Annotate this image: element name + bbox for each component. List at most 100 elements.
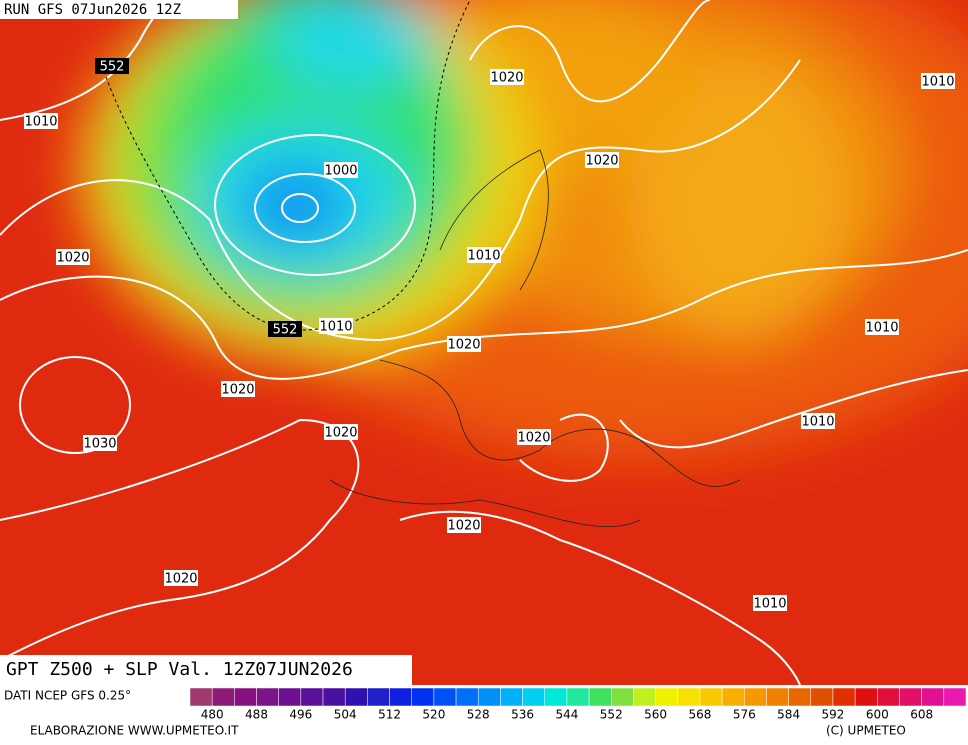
label-box: [753, 595, 787, 611]
color-swatch: [455, 687, 479, 707]
color-swatch: [278, 687, 302, 707]
colorbar-tick-label: 480: [201, 708, 224, 722]
colorbar-tick-label: 504: [334, 708, 357, 722]
contour-label: 1020: [56, 251, 89, 266]
contour-label: 1020: [324, 426, 357, 441]
contour-label: 1020: [517, 431, 550, 446]
colorbar-tick-label: 520: [422, 708, 445, 722]
colorbar-tick-label: 496: [289, 708, 312, 722]
contour-label: 1010: [319, 320, 352, 335]
color-swatch: [611, 687, 634, 707]
contour-label: 1000: [324, 164, 357, 179]
label-box: [921, 73, 955, 89]
color-swatch: [677, 687, 701, 707]
label-box: [164, 570, 198, 586]
color-swatch: [522, 687, 545, 707]
color-swatch: [322, 687, 346, 707]
label-box: [467, 247, 501, 263]
color-swatch: [899, 687, 922, 707]
label-box: [24, 113, 58, 129]
colorbar-tick-label: 608: [910, 708, 933, 722]
color-swatch: [433, 687, 457, 707]
label-box: [801, 413, 835, 429]
color-swatch: [854, 687, 878, 707]
color-swatch: [300, 687, 324, 707]
contour-label: 552: [100, 60, 125, 75]
colorbar-tick-label: 536: [511, 708, 534, 722]
colorbar-tick-label: 552: [600, 708, 623, 722]
label-box: [324, 424, 358, 440]
color-swatch: [810, 687, 834, 707]
map-title: GPT Z500 + SLP Val. 12Z07JUN2026: [6, 659, 353, 680]
color-swatch: [411, 687, 435, 707]
color-swatch: [633, 687, 656, 707]
credit: ELABORAZIONE WWW.UPMETEO.IT: [30, 724, 239, 738]
color-swatch: [877, 687, 900, 707]
color-swatch: [344, 687, 368, 707]
label-box: [83, 435, 117, 451]
label-box: [319, 318, 353, 334]
color-swatch: [389, 687, 412, 707]
label-box: [324, 162, 358, 178]
contour-label: 1010: [24, 115, 57, 130]
label-box: [585, 152, 619, 168]
isobars: [0, 0, 968, 685]
colorbar-tick-label: 600: [866, 708, 889, 722]
colorbar-tick-label: 488: [245, 708, 268, 722]
coastlines: [329, 149, 741, 528]
color-swatch: [788, 687, 812, 707]
color-swatch: [500, 687, 523, 707]
color-swatch: [234, 687, 257, 707]
color-swatch: [189, 687, 213, 707]
colorbar-tick-label: 528: [467, 708, 490, 722]
color-swatch: [943, 687, 967, 707]
colorbar-tick-label: 512: [378, 708, 401, 722]
source: DATI NCEP GFS 0.25°: [4, 689, 131, 703]
colorbar-tick-label: 592: [822, 708, 845, 722]
contour-label: 1010: [801, 415, 834, 430]
color-swatch: [699, 687, 723, 707]
contour-label: 1010: [467, 249, 500, 264]
color-swatch: [588, 687, 612, 707]
color-swatch: [211, 687, 235, 707]
contour-labels: 552 1010 1020 1010 1000 1020 1020 1010 552 1010 10…: [24, 58, 955, 612]
field: [80, 0, 968, 460]
colorbar-tick-label: 544: [555, 708, 578, 722]
contour-label: 1020: [164, 572, 197, 587]
color-swatch: [832, 687, 856, 707]
run-label: RUN GFS 07Jun2026 12Z: [4, 2, 181, 18]
label-box: [447, 336, 481, 352]
color-swatch: [921, 687, 945, 707]
label-box: [490, 69, 524, 85]
colorbar-tick-label: 576: [733, 708, 756, 722]
colorbar: 480 488 496 504 512 520 528 536 544 552 560 568 576 5…: [189, 687, 967, 722]
label-box: [447, 517, 481, 533]
color-swatch: [744, 687, 767, 707]
label-box: [517, 429, 551, 445]
contour-label: 552: [273, 323, 298, 338]
colorbar-tick-label: 560: [644, 708, 667, 722]
contour-label: 1010: [865, 321, 898, 336]
title-box: [0, 655, 412, 685]
color-swatch: [256, 687, 279, 707]
map: 552 1010 1020 1010 1000 1020 1020 1010 552 1010 10…: [0, 0, 968, 685]
color-swatch: [566, 687, 590, 707]
colorbar-tick-label: 568: [688, 708, 711, 722]
colorbar-tick-label: 584: [777, 708, 800, 722]
contour-label: 1010: [753, 597, 786, 612]
contour-label: 1010: [921, 75, 954, 90]
label-box: [56, 249, 90, 265]
contour-label: 1020: [447, 338, 480, 353]
copyright: (C) UPMETEO: [826, 724, 906, 738]
label-box: [221, 381, 255, 397]
label-box: [268, 321, 302, 337]
color-swatch: [477, 687, 501, 707]
z500-552: [99, 0, 471, 331]
color-swatch: [766, 687, 789, 707]
contour-label: 1020: [221, 383, 254, 398]
color-swatch: [655, 687, 679, 707]
contour-label: 1020: [585, 154, 618, 169]
label-box: [865, 319, 899, 335]
run-box: [0, 0, 238, 19]
